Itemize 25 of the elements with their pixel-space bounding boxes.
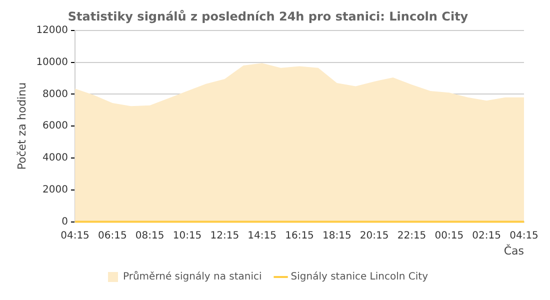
y-tick-label: 12000 bbox=[36, 24, 68, 36]
y-tick-label: 0 bbox=[62, 216, 68, 228]
legend-label: Průměrné signály na stanici bbox=[123, 270, 262, 283]
y-tick-label: 8000 bbox=[42, 88, 68, 100]
legend-label: Signály stanice Lincoln City bbox=[290, 272, 428, 283]
x-tick-label: 16:15 bbox=[285, 230, 314, 242]
y-tick-label: 6000 bbox=[42, 120, 68, 132]
x-tick-label: 02:15 bbox=[472, 230, 501, 242]
x-tick-label: 08:15 bbox=[135, 230, 164, 242]
x-tick-label: 10:15 bbox=[172, 230, 202, 242]
y-axis-title: Počet za hodinu bbox=[15, 82, 28, 170]
x-tick-label: 22:15 bbox=[397, 230, 426, 242]
x-tick-label: 00:15 bbox=[434, 230, 464, 242]
y-tick-label: 10000 bbox=[36, 56, 68, 68]
x-tick-label: 04:15 bbox=[510, 230, 538, 242]
x-tick-label: 18:15 bbox=[322, 230, 352, 242]
chart-title: Statistiky signálů z posledních 24h pro stanici: Lincoln City bbox=[68, 9, 468, 24]
x-tick-label: 12:15 bbox=[210, 230, 240, 242]
x-tick-label: 04:15 bbox=[60, 230, 90, 242]
x-tick-label: 14:15 bbox=[248, 230, 277, 242]
x-tick-label: 06:15 bbox=[98, 230, 127, 242]
x-tick-label: 20:15 bbox=[360, 230, 389, 242]
y-tick-label: 4000 bbox=[42, 152, 68, 164]
x-axis-title: Čas bbox=[504, 243, 524, 258]
y-tick-label: 2000 bbox=[42, 184, 68, 196]
